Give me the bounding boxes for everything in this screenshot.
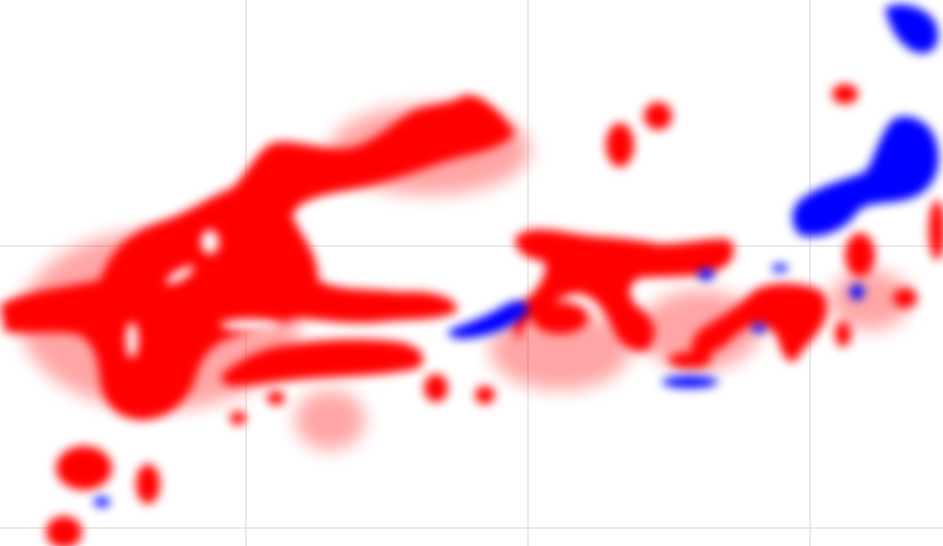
blue-region — [850, 284, 864, 300]
red-gaps — [126, 230, 280, 358]
blue-region — [662, 376, 718, 388]
red-region — [691, 283, 828, 362]
red-region — [832, 84, 858, 104]
red-region — [644, 102, 672, 130]
red-region — [136, 464, 160, 504]
blue-region — [448, 300, 529, 339]
red-region — [221, 339, 424, 386]
blue-regions-layer — [94, 4, 939, 507]
blue-region — [752, 323, 766, 333]
red-region — [835, 321, 851, 347]
red-region — [845, 233, 875, 277]
red-region — [532, 302, 588, 334]
red-region — [893, 288, 917, 308]
red-regions-layer — [0, 84, 943, 546]
red-region — [606, 123, 634, 167]
red-region — [929, 200, 943, 260]
red-region — [46, 516, 82, 546]
red-region — [56, 446, 112, 490]
red-region — [424, 374, 448, 402]
blue-region — [885, 4, 939, 54]
blue-region — [698, 268, 714, 280]
blue-region — [772, 264, 788, 272]
blue-region — [94, 497, 110, 507]
red-region — [230, 411, 246, 425]
blue-region — [792, 116, 939, 237]
red-region — [475, 386, 495, 404]
red-region — [668, 352, 712, 368]
red-region — [513, 229, 734, 352]
red-dense — [0, 84, 943, 546]
red-region — [267, 391, 285, 405]
